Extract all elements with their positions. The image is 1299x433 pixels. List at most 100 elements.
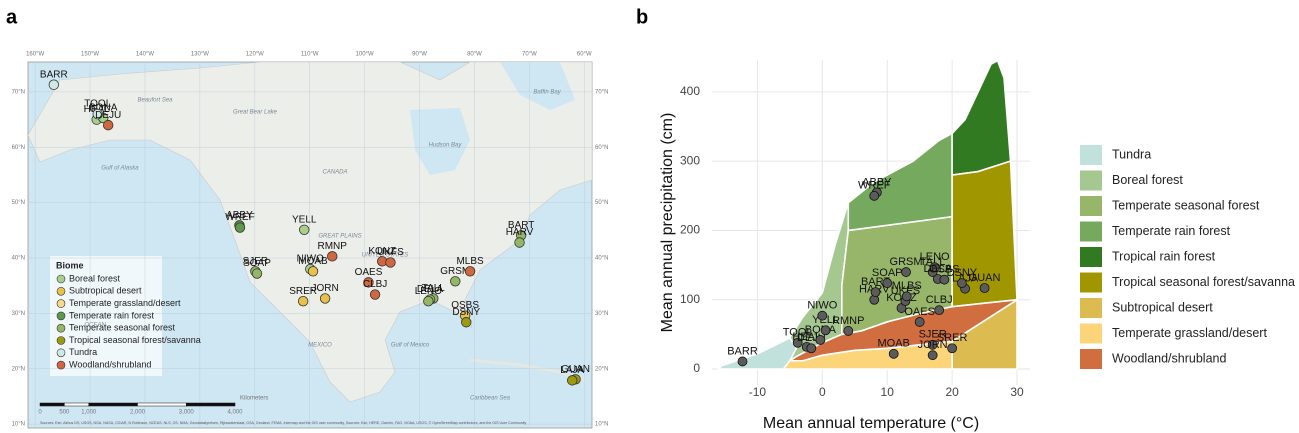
site-marker [49, 80, 59, 90]
map-annotation: Great Bear Lake [233, 110, 278, 116]
site-point [807, 344, 816, 353]
site-label: HARV [506, 227, 534, 238]
y-tick-label: 50°N [12, 200, 25, 206]
y-tick-label: 100 [680, 292, 700, 306]
site-label: SRER [937, 332, 968, 344]
legend-swatch [1080, 324, 1102, 344]
y-tick-label: 10°N [595, 422, 608, 428]
site-label: YELL [292, 214, 317, 225]
legend-label: Boreal forest [1112, 173, 1183, 187]
scale-segment [40, 403, 64, 406]
site-label: GRSM [890, 256, 923, 268]
map-annotation: Baffin Bay [533, 90, 561, 96]
y-tick-label: 30°N [595, 311, 608, 317]
x-tick-label: 80°W [467, 52, 482, 58]
site-label: OAES [355, 267, 383, 278]
x-tick-label: 0 [819, 385, 826, 399]
site-marker [386, 258, 396, 268]
site-label: MLBS [892, 280, 922, 292]
site-point [935, 306, 944, 315]
scale-label: 500 [59, 410, 70, 416]
site-label: LAJA [560, 365, 584, 376]
legend-swatch [57, 349, 65, 357]
y-tick-label: 0 [693, 361, 700, 375]
y-tick-label: 300 [680, 153, 700, 167]
legend-label: Woodland/shrubland [1112, 351, 1226, 365]
y-tick-label: 200 [680, 223, 700, 237]
legend-swatch [1080, 171, 1102, 191]
legend-label: Temperate rain forest [69, 310, 155, 320]
site-label: UKFS [377, 247, 404, 258]
legend-label: Woodland/shrubland [69, 359, 151, 369]
scale-label: 3,000 [179, 410, 195, 416]
site-label: DSNY [947, 267, 978, 279]
legend-label: Boreal forest [69, 273, 121, 283]
site-marker [320, 294, 330, 304]
legend-swatch [57, 324, 65, 332]
site-label: CLBJ [363, 279, 387, 290]
legend-title: Biome [56, 260, 84, 270]
site-label: LENO [920, 251, 950, 263]
legend-swatch [1080, 247, 1102, 267]
legend-label: Subtropical desert [69, 286, 142, 296]
site-label: SOAP [243, 258, 271, 269]
x-tick-label: -10 [749, 385, 767, 399]
y-tick-label: 20°N [12, 366, 25, 372]
site-marker [461, 317, 471, 327]
legend-swatch [57, 275, 65, 283]
legend-label: Temperate grassland/desert [1112, 326, 1267, 340]
legend-swatch [1080, 145, 1102, 165]
site-label: TOOL [84, 99, 111, 110]
legend-label: Tundra [69, 347, 97, 357]
site-label: JORN [311, 283, 338, 294]
scale-segment [186, 403, 235, 406]
y-tick-label: 50°N [595, 200, 608, 206]
site-point [957, 279, 966, 288]
site-marker [450, 276, 460, 286]
panel-label: b [636, 6, 648, 28]
site-point [980, 283, 989, 292]
x-tick-label: 30 [1010, 385, 1024, 399]
site-label: DEJU [95, 110, 121, 121]
legend-label: Tropical rain forest [1112, 249, 1216, 263]
map-annotation: MEXICO [308, 343, 332, 349]
legend-swatch [1080, 222, 1102, 242]
scale-segment [89, 403, 138, 406]
legend-swatch [1080, 273, 1102, 293]
panel-label: a [6, 6, 18, 28]
site-point [902, 268, 911, 277]
site-label: MOAB [878, 338, 910, 350]
site-label: SOAP [872, 267, 903, 279]
y-tick-label: 400 [680, 84, 700, 98]
scale-label: 4,000 [227, 410, 243, 416]
x-tick-label: 150°W [81, 52, 99, 58]
x-axis-title: Mean annual temperature (°C) [763, 415, 979, 432]
map-annotation: Beaufort Sea [137, 98, 173, 104]
site-point [871, 288, 880, 297]
site-point [889, 349, 898, 358]
scale-segment [64, 403, 88, 406]
site-label: RMNP [318, 241, 348, 252]
legend-swatch [57, 300, 65, 308]
x-tick-label: 130°W [191, 52, 209, 58]
site-point [818, 311, 827, 320]
site-label: WREF [858, 180, 891, 192]
legend-label: Tropical seasonal forest/savanna [69, 335, 201, 345]
site-point [928, 351, 937, 360]
legend-label: Temperate seasonal forest [1112, 198, 1260, 212]
x-tick-label: 110°W [301, 52, 319, 58]
site-point [915, 317, 924, 326]
site-marker [327, 252, 337, 262]
site-marker [567, 376, 577, 386]
scale-label: 2,000 [130, 410, 146, 416]
y-tick-label: 60°N [595, 145, 608, 151]
figure: a160°W150°W140°W130°W120°W110°W100°W90°W… [0, 0, 1299, 433]
legend-swatch [57, 337, 65, 345]
y-axis-title: Mean annual precipitation (cm) [659, 113, 676, 333]
site-point [948, 344, 957, 353]
x-tick-label: 20 [945, 385, 959, 399]
site-label: WREF [225, 212, 254, 223]
site-marker [370, 290, 380, 300]
site-marker [298, 296, 308, 306]
y-tick-label: 60°N [12, 145, 25, 151]
